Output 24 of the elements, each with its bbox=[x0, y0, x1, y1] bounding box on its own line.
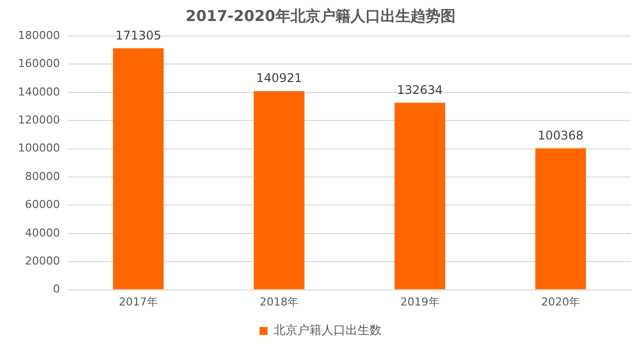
y-tick-label: 180000 bbox=[18, 28, 60, 42]
bar bbox=[535, 148, 586, 290]
y-tick-label: 160000 bbox=[18, 57, 60, 70]
data-label: 100368 bbox=[538, 128, 584, 142]
bar bbox=[394, 102, 446, 290]
y-tick-label: 120000 bbox=[18, 113, 60, 126]
x-tick-label: 2018年 bbox=[260, 295, 299, 308]
x-tick-label: 2019年 bbox=[400, 295, 440, 308]
y-tick-label: 80000 bbox=[24, 170, 60, 183]
bar bbox=[113, 48, 164, 290]
x-tick-label: 2017年 bbox=[118, 295, 158, 308]
data-label: 140921 bbox=[256, 71, 302, 86]
y-tick-label: 40000 bbox=[24, 226, 60, 240]
y-tick-label: 20000 bbox=[24, 254, 60, 268]
data-label: 171305 bbox=[115, 28, 162, 42]
y-tick-label: 140000 bbox=[18, 85, 60, 98]
bar bbox=[254, 91, 304, 290]
y-tick-label: 60000 bbox=[24, 198, 60, 212]
y-tick-label: 100000 bbox=[18, 142, 60, 155]
x-tick-label: 2020年 bbox=[541, 295, 580, 308]
legend-label: 北京户籍人口出生数 bbox=[274, 323, 382, 338]
chart-title: 2017-2020年北京户籍人口出生趋势图 bbox=[186, 6, 456, 25]
y-tick-label: 0 bbox=[52, 282, 60, 296]
data-label: 132634 bbox=[396, 82, 443, 97]
